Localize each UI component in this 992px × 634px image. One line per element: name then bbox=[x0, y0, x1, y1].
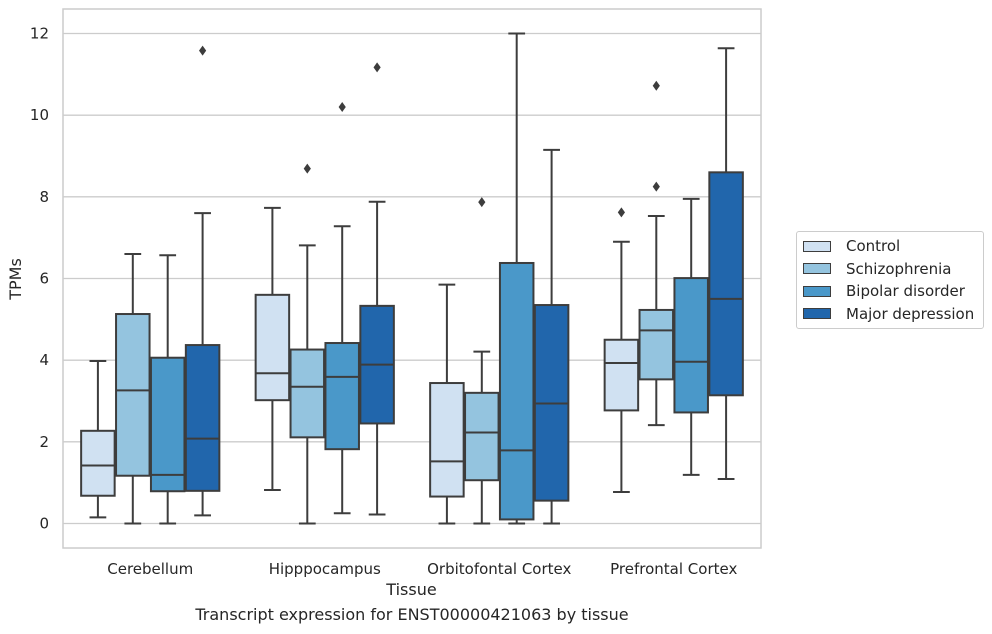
outlier-point bbox=[478, 197, 486, 208]
outlier-point bbox=[617, 207, 625, 218]
legend-label-schizophrenia: Schizophrenia bbox=[846, 259, 952, 278]
box-control bbox=[603, 207, 640, 494]
y-tick-label: 2 bbox=[39, 433, 49, 451]
legend-item-schizophrenia: Schizophrenia bbox=[797, 258, 983, 281]
box-schizophrenia bbox=[289, 163, 326, 525]
box-bipolar-disorder bbox=[324, 102, 360, 515]
legend: Control Schizophrenia Bipolar disorder M… bbox=[796, 231, 984, 329]
box-iqr bbox=[149, 356, 186, 493]
box-control bbox=[80, 359, 116, 519]
legend-item-major-depression: Major depression bbox=[797, 303, 983, 326]
outlier-point bbox=[199, 45, 207, 56]
box-iqr bbox=[184, 344, 221, 492]
box-iqr bbox=[115, 313, 151, 477]
y-tick-label: 6 bbox=[39, 270, 49, 288]
x-tick-label: Hipppocampus bbox=[269, 560, 381, 578]
box-major-depression bbox=[359, 62, 395, 516]
legend-swatch-major-depression bbox=[803, 308, 831, 320]
box-schizophrenia bbox=[464, 197, 500, 525]
box-bipolar-disorder bbox=[673, 197, 709, 476]
outlier-point bbox=[338, 102, 346, 112]
x-tick-label: Orbitofontal Cortex bbox=[427, 560, 571, 578]
legend-label-control: Control bbox=[846, 237, 901, 256]
legend-swatch-bipolar-disorder bbox=[803, 285, 831, 297]
y-tick-label: 0 bbox=[39, 515, 49, 533]
y-tick-label: 12 bbox=[30, 25, 49, 43]
box-schizophrenia bbox=[115, 253, 151, 525]
plot-frame bbox=[62, 8, 762, 549]
box-iqr bbox=[673, 277, 709, 414]
y-axis-label: TPMs bbox=[6, 258, 25, 301]
box-iqr bbox=[464, 391, 500, 482]
legend-label-major-depression: Major depression bbox=[846, 304, 975, 323]
box-iqr bbox=[324, 342, 360, 451]
box-iqr bbox=[603, 338, 640, 412]
box-major-depression bbox=[708, 47, 744, 480]
outlier-point bbox=[303, 163, 311, 174]
box-iqr bbox=[498, 261, 535, 521]
y-tick-label: 10 bbox=[30, 106, 49, 124]
box-iqr bbox=[638, 308, 675, 381]
outlier-point bbox=[652, 181, 660, 192]
outlier-point bbox=[652, 80, 660, 91]
chart-caption: Transcript expression for ENST0000042106… bbox=[195, 605, 629, 624]
box-major-depression bbox=[184, 45, 221, 517]
box-iqr bbox=[708, 171, 744, 397]
y-tick-label: 4 bbox=[39, 351, 49, 369]
legend-label-bipolar-disorder: Bipolar disorder bbox=[846, 282, 965, 301]
box-major-depression bbox=[533, 148, 570, 525]
box-plot-marks bbox=[80, 32, 744, 525]
box-bipolar-disorder bbox=[498, 32, 535, 525]
x-tick-labels: Cerebellum Hipppocampus Orbitofontal Corte… bbox=[107, 560, 737, 578]
box-iqr bbox=[254, 293, 291, 402]
box-control bbox=[429, 283, 465, 525]
box-iqr bbox=[289, 348, 326, 439]
legend-item-control: Control bbox=[797, 235, 983, 258]
y-tick-label: 8 bbox=[39, 188, 49, 206]
legend-item-bipolar-disorder: Bipolar disorder bbox=[797, 280, 983, 303]
legend-swatch-schizophrenia bbox=[803, 263, 831, 275]
legend-swatch-control bbox=[803, 240, 831, 252]
box-bipolar-disorder bbox=[149, 254, 186, 525]
outlier-point bbox=[373, 62, 381, 73]
box-schizophrenia bbox=[638, 80, 675, 427]
x-tick-label: Cerebellum bbox=[107, 560, 193, 578]
box-iqr bbox=[80, 429, 116, 497]
x-tick-label: Prefrontal Cortex bbox=[610, 560, 737, 578]
box-iqr bbox=[429, 382, 465, 498]
x-axis-label: Tissue bbox=[385, 580, 436, 599]
box-control bbox=[254, 206, 291, 492]
y-tick-labels: 0 2 4 6 8 10 12 bbox=[30, 25, 49, 533]
